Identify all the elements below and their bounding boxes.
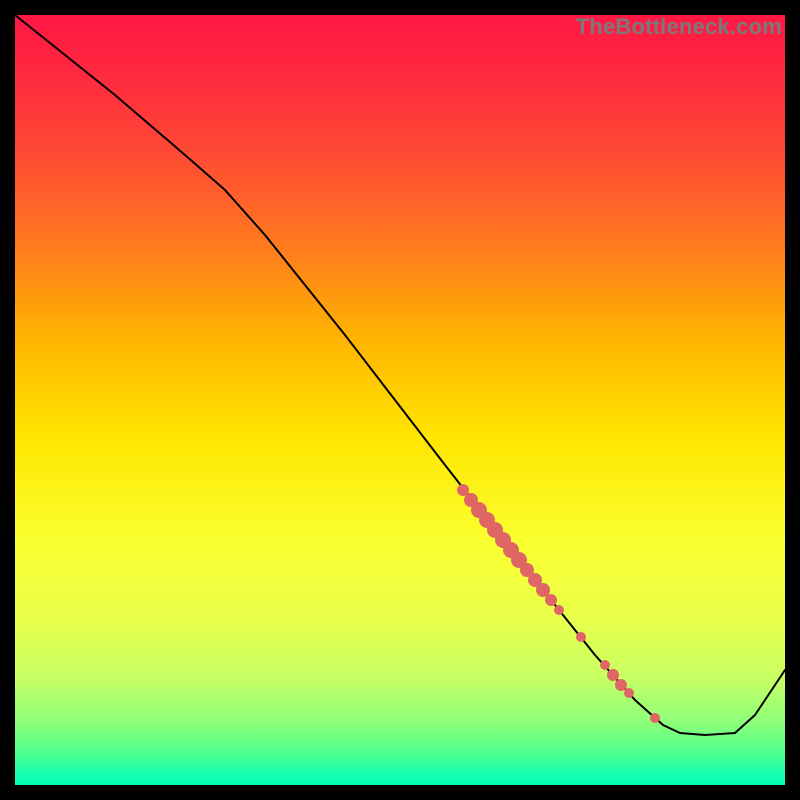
gradient-background [15, 15, 785, 785]
data-marker [554, 605, 564, 615]
data-marker [576, 632, 586, 642]
bottleneck-chart [15, 15, 785, 785]
data-marker [600, 660, 610, 670]
data-marker [545, 594, 557, 606]
watermark-text: TheBottleneck.com [576, 14, 782, 40]
data-marker [650, 713, 660, 723]
data-marker [624, 688, 634, 698]
data-marker [607, 669, 619, 681]
data-marker [615, 679, 627, 691]
